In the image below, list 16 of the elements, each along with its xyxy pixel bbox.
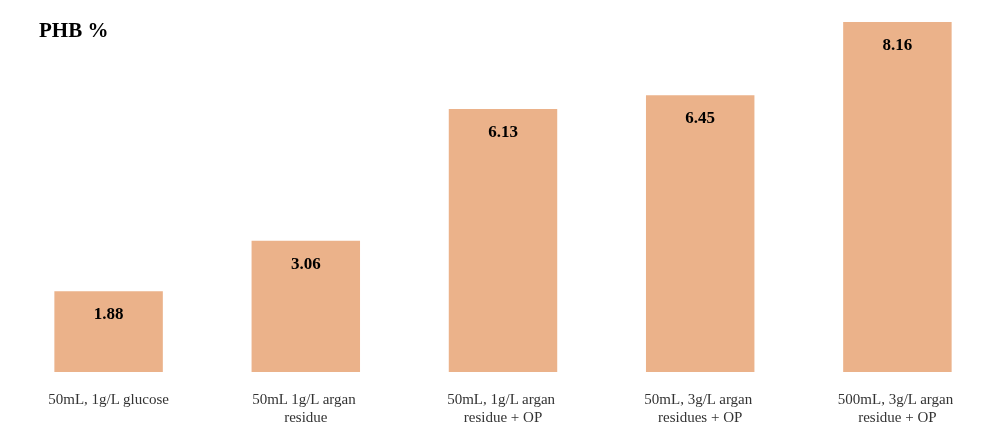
bar — [645, 95, 755, 372]
data-label: 3.06 — [290, 253, 321, 273]
x-tick-label: 50mL, 3g/L argan residues + OP — [644, 391, 757, 425]
x-tick-label: 500mL, 3g/L argan residue + OP — [837, 391, 957, 425]
data-label: 1.88 — [93, 304, 124, 324]
bar — [251, 240, 361, 372]
data-label: 6.45 — [685, 108, 716, 128]
bar — [448, 109, 558, 372]
x-tick-label: 50mL, 1g/L glucose — [48, 391, 170, 407]
bar — [54, 291, 163, 372]
x-tick-label: 50mL, 1g/L argan residue + OP — [447, 391, 559, 425]
data-label: 6.13 — [488, 122, 518, 142]
data-label: 8.16 — [882, 35, 913, 54]
bar — [843, 22, 952, 372]
x-tick-label: 50mL 1g/L argan residue — [252, 391, 360, 425]
chart-title: PHB % — [39, 17, 109, 42]
